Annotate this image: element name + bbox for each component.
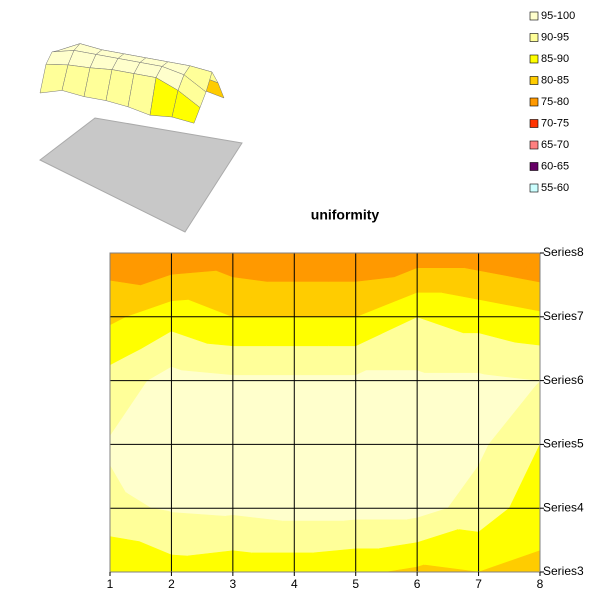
legend-label: 65-70 (541, 139, 569, 151)
legend-swatch (529, 183, 539, 193)
legend-label: 95-100 (541, 10, 575, 22)
contour-band (293, 374, 357, 381)
legend-label: 75-80 (541, 96, 569, 108)
y-tick-label: Series3 (543, 564, 584, 578)
surface-3d (39, 43, 225, 124)
contour-plot (109, 252, 541, 573)
legend-label: 70-75 (541, 117, 569, 129)
legend-label: 90-95 (541, 31, 569, 43)
x-tick-label: 8 (537, 577, 544, 591)
legend-label: 80-85 (541, 74, 569, 86)
chart-title: uniformity (311, 207, 380, 223)
legend-swatch (529, 76, 539, 85)
legend-swatch (529, 11, 539, 21)
contour-band (416, 372, 479, 381)
x-tick-label: 2 (168, 577, 175, 591)
y-tick-label: Series4 (543, 500, 584, 514)
x-tick-label: 5 (352, 577, 359, 591)
surface-floor (39, 117, 243, 233)
x-tick-label: 1 (107, 577, 114, 591)
legend-label: 60-65 (541, 160, 569, 172)
legend-swatch (529, 119, 539, 128)
legend-swatch (529, 54, 539, 64)
legend-label: 85-90 (541, 53, 569, 65)
y-tick-label: Series6 (543, 373, 584, 387)
contour-band (232, 374, 295, 381)
y-tick-label: Series8 (543, 245, 584, 259)
y-tick-label: Series5 (543, 437, 584, 451)
y-tick-label: Series7 (543, 309, 584, 323)
x-tick-label: 7 (475, 577, 482, 591)
legend-swatch (529, 33, 539, 42)
legend-swatch (529, 97, 539, 107)
legend-swatch (529, 140, 539, 150)
contour-band (355, 507, 418, 521)
surface-cell (171, 89, 201, 124)
contour-band (354, 369, 418, 381)
legend-swatch (529, 162, 539, 171)
x-tick-label: 6 (414, 577, 421, 591)
x-tick-label: 3 (230, 577, 237, 591)
legend-label: 55-60 (541, 182, 569, 194)
x-tick-label: 4 (291, 577, 298, 591)
plot-border (109, 252, 541, 573)
